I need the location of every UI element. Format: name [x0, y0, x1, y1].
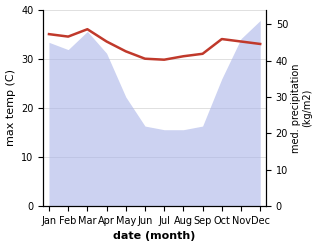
- Y-axis label: med. precipitation
(kg/m2): med. precipitation (kg/m2): [291, 63, 313, 153]
- Y-axis label: max temp (C): max temp (C): [5, 69, 16, 146]
- X-axis label: date (month): date (month): [114, 231, 196, 242]
